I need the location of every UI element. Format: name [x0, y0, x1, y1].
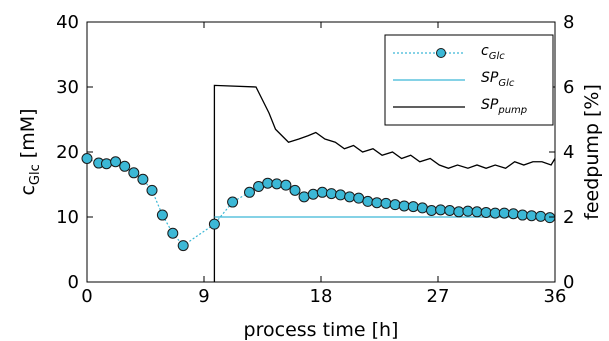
y-tick-label: 20 [56, 142, 79, 163]
series-c-glc-point [110, 156, 122, 168]
series-c-glc-point [498, 207, 510, 219]
series-c-glc-point [101, 158, 112, 170]
series-c-glc-point [471, 206, 483, 218]
series-c-glc-point [462, 205, 474, 217]
series-c-glc-point [453, 206, 465, 218]
series-c-glc-point [325, 188, 337, 200]
series-c-glc-point [253, 180, 265, 192]
series-c-glc-point [137, 173, 149, 185]
y2-tick-label: 4 [563, 142, 574, 163]
series-c-glc-line [86, 157, 550, 247]
y-tick-label: 10 [56, 207, 79, 228]
series-c-glc-point [167, 227, 179, 239]
x-tick-label: 0 [81, 286, 92, 307]
legend-entry-spglc-sub: Glc [498, 78, 515, 89]
series-c-glc-point [371, 197, 383, 209]
series-c-glc-point [507, 208, 519, 220]
series-c-glc-point [526, 210, 538, 222]
series-c-glc-point [262, 177, 274, 189]
y2-tick-label: 8 [563, 12, 574, 33]
series-c-glc-point [298, 191, 310, 203]
series-c-glc-point [353, 192, 365, 204]
x-axis-title: process time [h] [244, 319, 399, 341]
series-layer [81, 84, 556, 282]
legend-entry-sppump-sub: pump [497, 105, 527, 116]
series-c-glc-point [444, 205, 456, 216]
y-axis-title-unit: [mM] [17, 108, 39, 158]
series-c-glc-point [335, 189, 346, 201]
series-c-glc-point [280, 179, 292, 191]
series-c-glc-point [407, 201, 419, 213]
y-tick-label: 0 [68, 272, 79, 293]
legend-entry-cglc-main: c [481, 43, 489, 59]
series-c-glc-point [227, 196, 239, 208]
series-c-glc-point [517, 209, 528, 221]
legend-entry-spglc-main: SP [481, 70, 499, 86]
series-c-glc-point [271, 178, 283, 190]
x-tick-label: 18 [310, 286, 333, 307]
series-c-glc-point [489, 207, 501, 219]
y2-tick-label: 0 [563, 272, 574, 293]
y2-tick-label: 6 [563, 77, 574, 98]
series-c-glc-point [480, 206, 492, 218]
series-c-glc-point [316, 186, 328, 198]
legend-entry-sppump: SPpump [481, 97, 527, 116]
x-tick-label: 36 [544, 286, 567, 307]
series-c-glc-point [81, 153, 93, 164]
series-c-glc-point [128, 167, 140, 179]
y-axis-title-sub: Glc [28, 164, 43, 185]
x-tick-label: 27 [427, 286, 450, 307]
series-c-glc-point [344, 191, 356, 203]
series-c-glc-point [289, 184, 301, 196]
series-c-glc-point [398, 200, 410, 212]
series-c-glc-point [362, 195, 374, 207]
series-c-glc-point [307, 188, 319, 200]
y-tick-label: 40 [56, 12, 79, 33]
y2-axis-title: feedpump [%] [581, 84, 603, 220]
legend: cGlc SPGlc SPpump [384, 34, 554, 126]
series-c-glc-point [146, 184, 158, 196]
series-c-glc-point [389, 199, 401, 211]
legend-entry-sppump-main: SP [481, 97, 499, 113]
legend-swatch-cglc-marker [436, 48, 446, 58]
y2-tick-label: 2 [563, 207, 574, 228]
y-axis-title-main: c [17, 185, 39, 195]
series-c-glc-point [426, 205, 437, 216]
series-c-glc-point [380, 197, 392, 209]
series-sp-pump-line [213, 84, 556, 282]
y-tick-label: 30 [56, 77, 79, 98]
series-c-glc-point [544, 212, 556, 224]
x-tick-label: 9 [198, 286, 209, 307]
series-c-glc-point [119, 160, 131, 172]
series-c-glc-point [177, 240, 189, 252]
series-c-glc-point [208, 218, 220, 230]
y-axis-title: cGlc [mM] [17, 108, 43, 195]
series-c-glc-point [156, 209, 168, 221]
series-c-glc-point [435, 204, 447, 216]
legend-entry-spglc: SPGlc [481, 70, 515, 89]
series-c-glc-point [244, 186, 255, 198]
series-c-glc-point [535, 210, 547, 222]
legend-entry-cglc-sub: Glc [489, 51, 506, 62]
series-c-glc-point [416, 202, 428, 214]
legend-entry-cglc: cGlc [481, 43, 505, 62]
